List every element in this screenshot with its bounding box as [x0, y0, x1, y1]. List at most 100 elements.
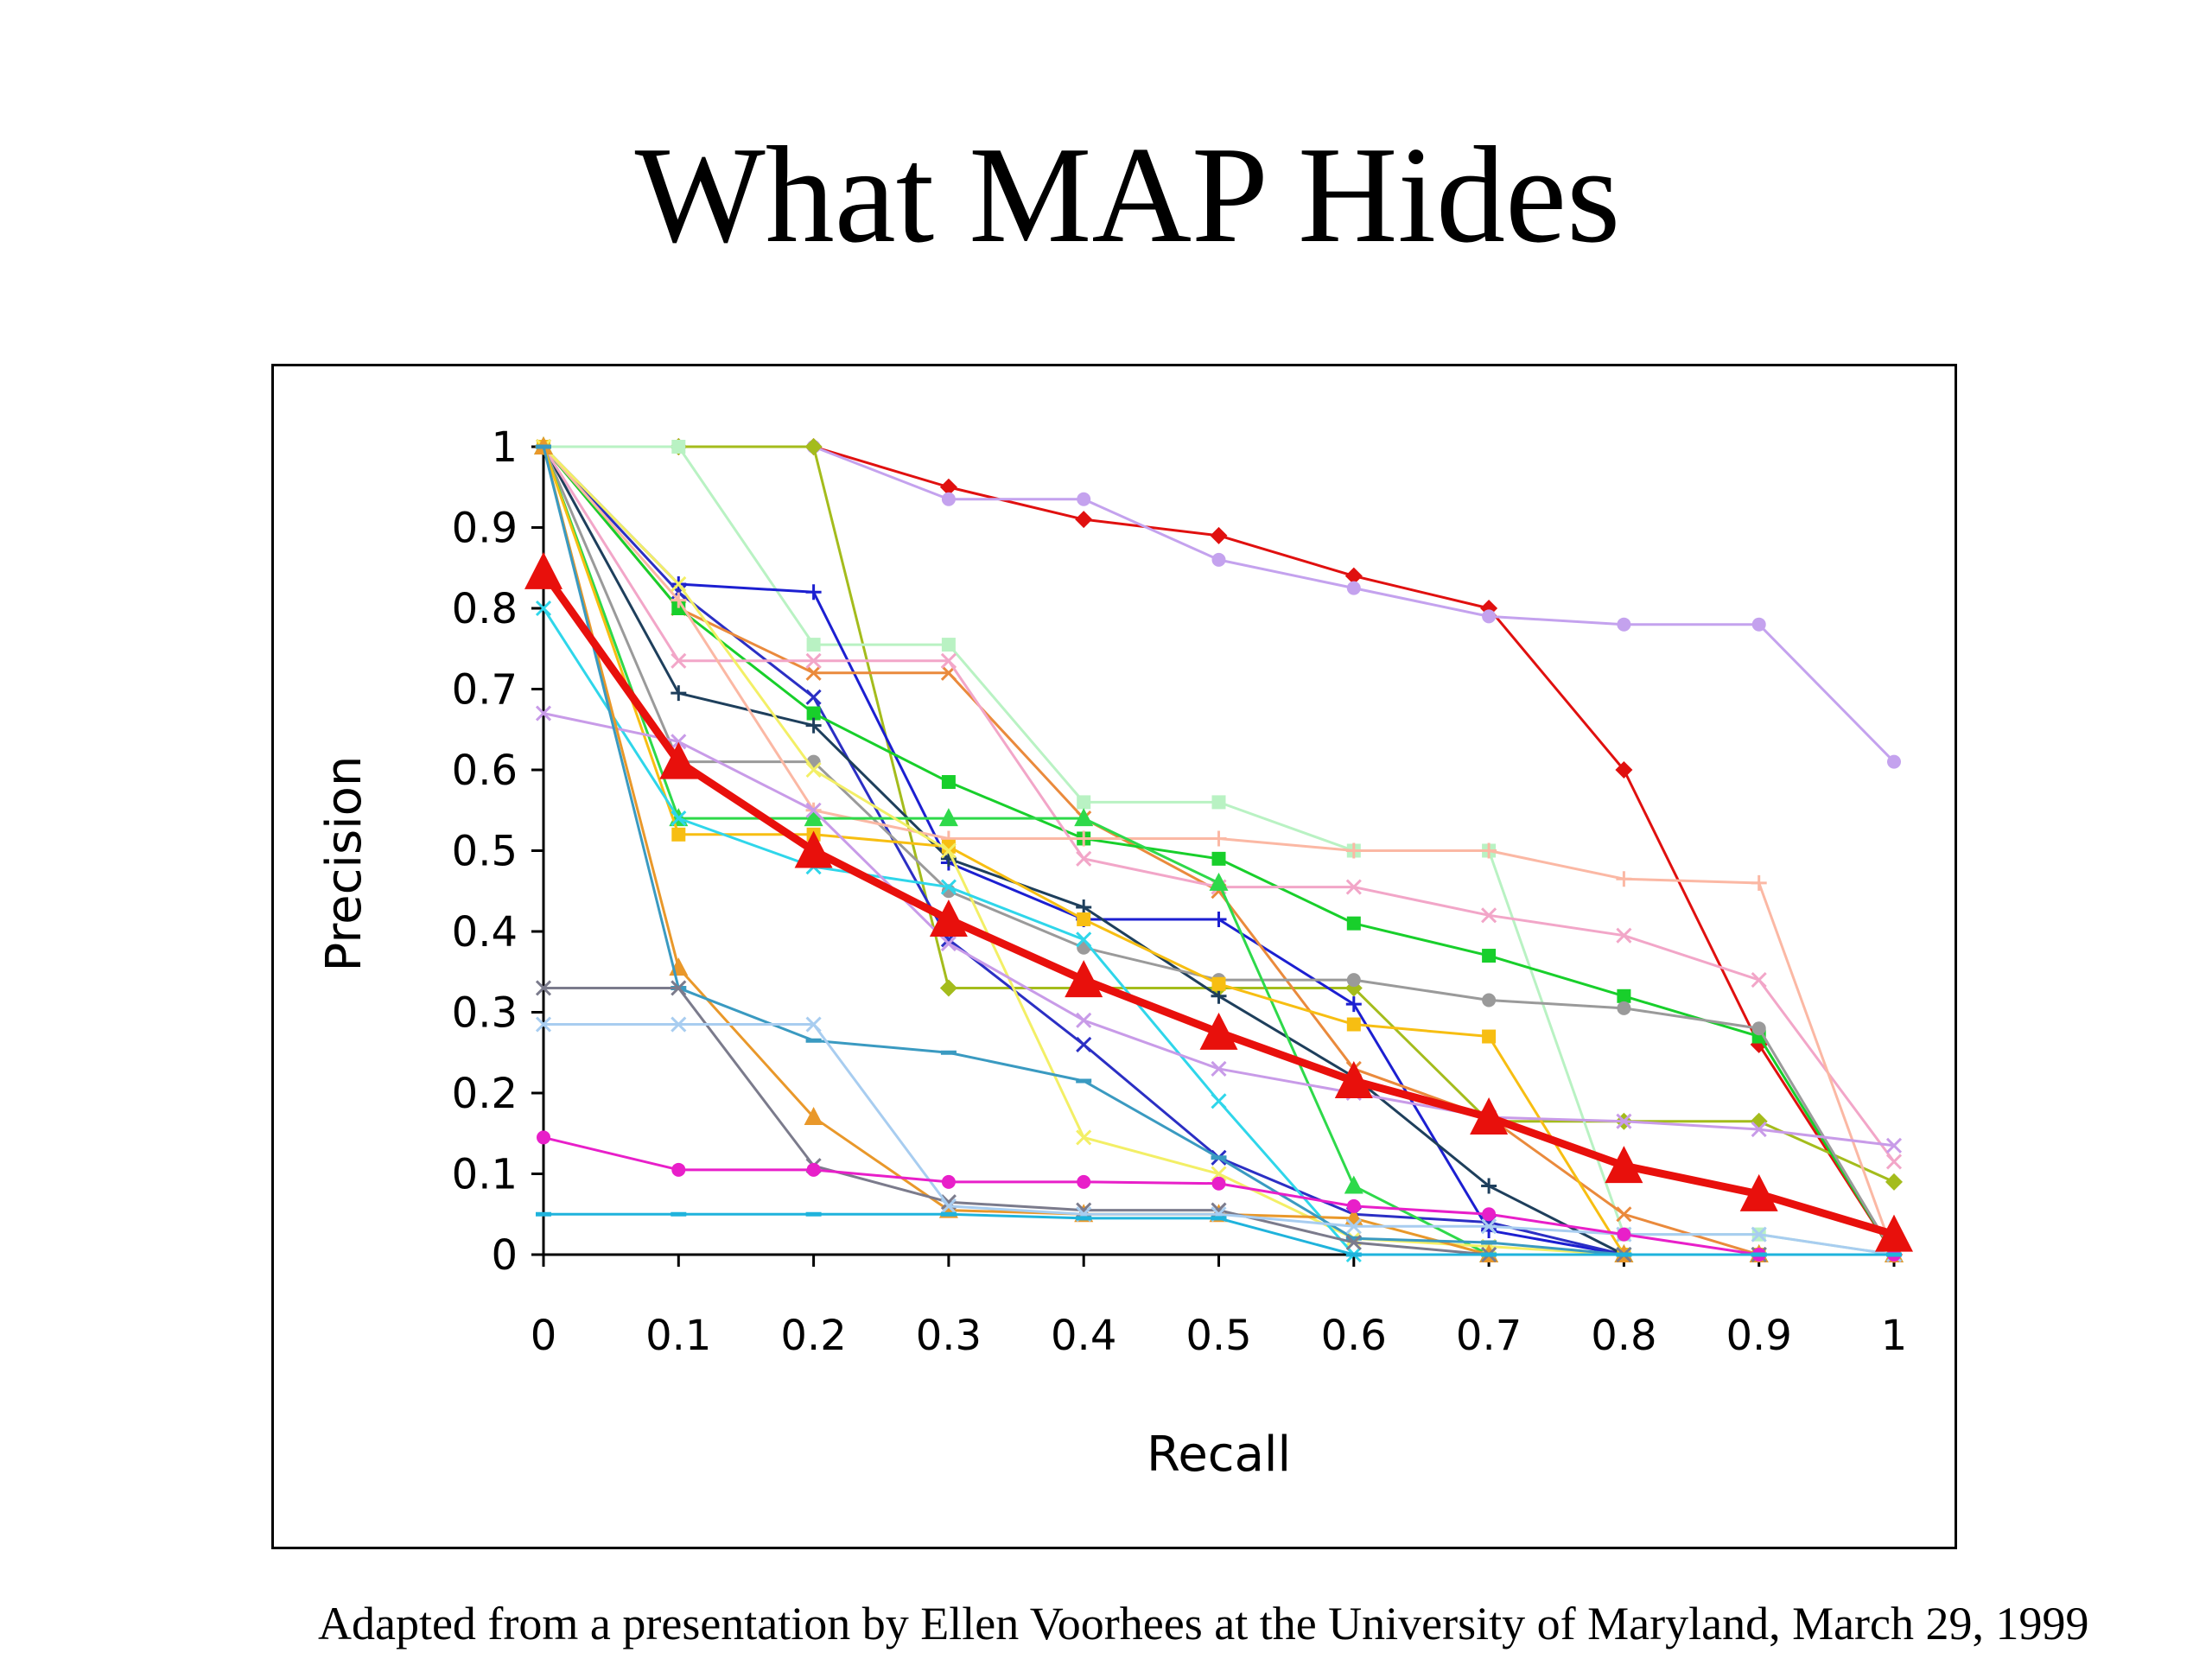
x-tick-label: 0: [531, 1312, 557, 1360]
series-point: [1482, 949, 1497, 963]
series-point: [535, 980, 552, 996]
series-point: [806, 706, 821, 721]
series-point: [1211, 851, 1226, 866]
series-point: [1751, 1021, 1766, 1036]
series-point: [1211, 795, 1226, 810]
series-point: [1211, 552, 1226, 567]
series-point: [939, 478, 957, 496]
series-point: [804, 808, 823, 827]
x-tick-label: 0.2: [780, 1312, 846, 1360]
series-point: [1075, 511, 1093, 529]
series-point: [1345, 1234, 1362, 1251]
series-point: [1211, 1176, 1226, 1191]
series-line: [542, 446, 1894, 1256]
slide-title: What MAP Hides: [634, 118, 1621, 271]
series-point: [1615, 761, 1633, 779]
average-point: [1470, 1097, 1509, 1135]
series-point: [1211, 988, 1227, 1004]
series-point: [1076, 1129, 1092, 1146]
series-point: [1346, 973, 1361, 988]
series-point: [940, 935, 957, 952]
series-point: [1074, 808, 1094, 827]
series-point: [1616, 871, 1632, 887]
series-point: [535, 705, 552, 721]
average-point: [1605, 1146, 1643, 1184]
series-point: [939, 979, 957, 997]
y-tick-label: 0.3: [452, 989, 518, 1038]
series-point: [1885, 1173, 1903, 1191]
series-point: [1345, 1218, 1362, 1235]
average-point: [794, 830, 833, 868]
y-tick-label: 0.2: [452, 1070, 518, 1118]
x-tick-label: 0.4: [1051, 1312, 1116, 1360]
series-point: [1482, 993, 1497, 1007]
y-tick-label: 0: [491, 1231, 518, 1280]
series-point: [1076, 1012, 1092, 1028]
x-tick-label: 0.5: [1185, 1312, 1251, 1360]
series-point: [1210, 526, 1228, 544]
average-point: [659, 741, 698, 779]
series-line: [542, 446, 1894, 1256]
average-point: [929, 899, 968, 937]
series-point: [1211, 1060, 1227, 1077]
series-point: [805, 584, 822, 601]
series-point: [671, 592, 687, 608]
series-point: [671, 1162, 686, 1177]
series-line: [542, 446, 1894, 1256]
series-point: [940, 652, 957, 669]
series-point: [1616, 1206, 1632, 1223]
series-point: [1211, 911, 1227, 927]
series-point: [1076, 931, 1092, 948]
series-point: [1209, 872, 1229, 891]
series-line: [543, 445, 1895, 1256]
series-point: [941, 492, 956, 506]
y-axis-title: Precision: [316, 756, 372, 972]
series-point: [1346, 1198, 1361, 1213]
series-point: [1077, 795, 1091, 810]
series-point: [671, 440, 686, 454]
series-point: [941, 1174, 956, 1189]
series-point: [805, 802, 822, 818]
series-line: [543, 712, 1895, 1147]
series-point: [671, 827, 686, 842]
series-point: [1617, 1227, 1631, 1242]
series-point: [1616, 1113, 1632, 1129]
series-line: [542, 446, 1896, 1255]
y-tick-label: 0.8: [452, 585, 518, 633]
series-point: [805, 652, 822, 669]
x-tick-label: 0.7: [1456, 1312, 1522, 1360]
average-point: [1199, 1012, 1238, 1050]
series-point: [1344, 1175, 1363, 1194]
series-point: [1617, 1001, 1631, 1015]
series-point: [1887, 754, 1901, 769]
series-point: [1345, 996, 1362, 1013]
series-point: [671, 685, 687, 702]
x-tick-label: 0.3: [916, 1312, 982, 1360]
series-point: [1617, 617, 1631, 632]
y-tick-label: 0.1: [452, 1151, 518, 1199]
series-point: [1077, 492, 1091, 506]
series-line: [542, 445, 1894, 1256]
series-point: [1076, 830, 1092, 847]
series-point: [1077, 1174, 1091, 1189]
series-point: [806, 1162, 821, 1177]
average-point: [1875, 1214, 1913, 1252]
source-caption: Adapted from a presentation by Ellen Voo…: [318, 1598, 2089, 1649]
series-point: [1076, 1036, 1092, 1052]
series-point: [671, 810, 687, 827]
series-point: [1750, 1112, 1768, 1130]
y-tick-label: 1: [491, 423, 518, 472]
series-point: [1751, 1226, 1767, 1243]
series-point: [1076, 899, 1092, 915]
average-point: [524, 551, 563, 589]
series-point: [941, 775, 956, 790]
series-point: [1344, 567, 1363, 585]
y-tick-label: 0.6: [452, 747, 518, 795]
series-point: [1885, 1137, 1903, 1154]
series-point: [1344, 979, 1363, 997]
series-point: [941, 638, 956, 652]
y-tick-label: 0.7: [452, 666, 518, 715]
series-point: [671, 980, 687, 996]
series-point: [1346, 1017, 1361, 1032]
series-point: [1617, 988, 1631, 1003]
